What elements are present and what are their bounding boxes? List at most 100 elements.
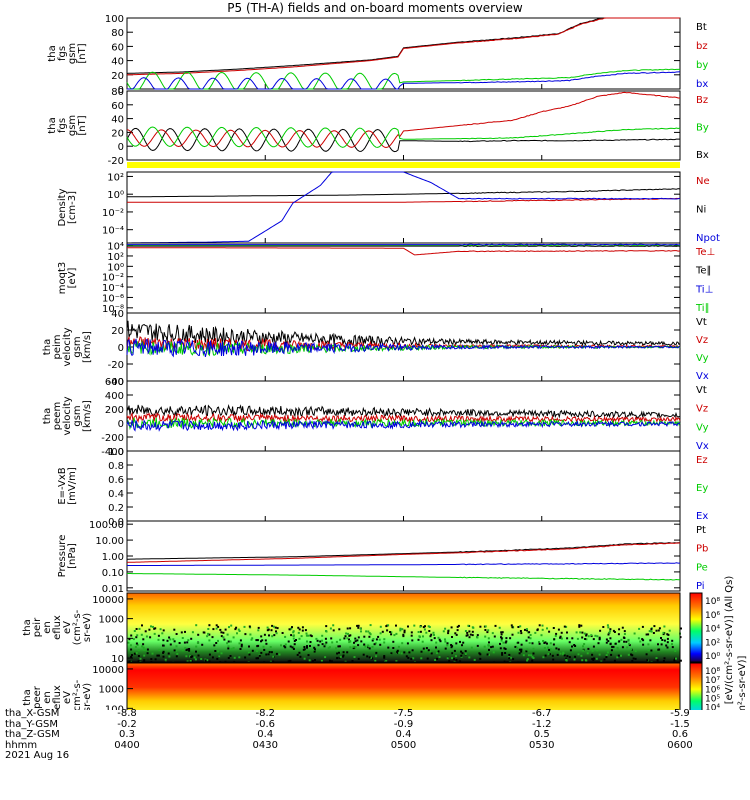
spectrogram-pixel bbox=[184, 630, 186, 633]
spectrogram-pixel bbox=[134, 646, 137, 648]
spectrogram-pixel bbox=[547, 646, 549, 649]
series-line-black bbox=[126, 320, 681, 347]
spectrogram-pixel bbox=[627, 638, 630, 641]
spectrogram-pixel bbox=[208, 639, 211, 642]
spectrogram-pixel bbox=[307, 654, 310, 657]
spectrogram-pixel bbox=[483, 645, 486, 648]
y-axis-label-line: peir bbox=[32, 617, 43, 637]
spectrogram-pixel bbox=[642, 639, 645, 642]
spectrogram-pixel bbox=[289, 659, 292, 662]
y-axis-label-line: Pressure bbox=[57, 535, 68, 578]
spectrogram-pixel bbox=[559, 636, 562, 639]
spectrogram-pixel bbox=[346, 627, 349, 630]
colorbar-tick-label: 10⁷ bbox=[705, 676, 720, 686]
y-tick-label: 10⁻⁶ bbox=[102, 293, 124, 304]
spectrogram-pixel bbox=[573, 658, 576, 661]
spectrogram-pixel bbox=[251, 637, 254, 640]
spectrogram-pixel bbox=[552, 627, 555, 629]
y-axis-label-line: eV bbox=[62, 691, 73, 704]
y-tick-label: 10 bbox=[111, 654, 124, 665]
spectrogram-pixel bbox=[371, 646, 374, 648]
y-axis-label: thapeemvelocitygsm[km/s] bbox=[42, 396, 93, 435]
y-axis-label-line: en bbox=[42, 621, 53, 634]
legend-Ti⊥: Ti⊥ bbox=[695, 284, 713, 295]
spectrogram-pixel bbox=[188, 649, 191, 652]
y-tick-label: 1.0 bbox=[108, 447, 124, 458]
panel-pressure: 0.01 0.10 1.00 10.00 100.00 Pressure[nPa] Pt Pb… bbox=[57, 520, 708, 595]
spectrogram-pixel bbox=[304, 629, 307, 632]
y-tick-label: 80 bbox=[111, 87, 124, 98]
spectrogram-pixel bbox=[250, 638, 253, 641]
spectrogram-pixel bbox=[652, 632, 655, 634]
y-axis-label-line: [km/s] bbox=[82, 331, 93, 363]
spectrogram-pixel bbox=[401, 642, 404, 645]
spectrogram-pixel bbox=[207, 628, 210, 630]
spectrogram-pixel bbox=[348, 641, 351, 644]
spectrogram-pixel bbox=[321, 643, 324, 646]
spectrogram-pixel bbox=[189, 660, 192, 662]
spectrogram-pixel bbox=[637, 637, 640, 640]
y-axis-label: Density[cm-3] bbox=[57, 188, 78, 226]
spectrogram-pixel bbox=[450, 626, 453, 629]
legend-Pe: Pe bbox=[696, 562, 708, 573]
series-line-black bbox=[126, 17, 680, 74]
series-line-red bbox=[126, 91, 680, 148]
spectrogram-pixel bbox=[488, 648, 490, 651]
spectrogram-pixel bbox=[456, 625, 459, 628]
spectrogram-pixel bbox=[203, 631, 206, 634]
footer-value: -0.6 bbox=[255, 718, 276, 730]
spectrogram-pixel bbox=[357, 624, 360, 627]
spectrogram-pixel bbox=[191, 660, 193, 663]
spectrogram-pixel bbox=[191, 631, 194, 634]
spectrogram-pixel bbox=[549, 648, 552, 651]
spectrogram-pixel bbox=[618, 628, 621, 631]
spectrogram-pixel bbox=[599, 629, 602, 632]
spectrogram-pixel bbox=[137, 655, 140, 657]
spectrogram-pixel bbox=[516, 646, 519, 649]
spectrogram-pixel bbox=[468, 630, 471, 633]
spectrogram-pixel bbox=[141, 645, 144, 648]
y-axis-label: moqt3[eV] bbox=[57, 262, 78, 295]
spectrogram-pixel bbox=[338, 628, 341, 631]
spectrogram-pixel bbox=[610, 653, 613, 656]
spectrogram-pixel bbox=[349, 646, 352, 649]
spectrogram-pixel bbox=[267, 628, 270, 631]
y-axis-label-line: eV bbox=[62, 621, 73, 634]
footer-row-label: tha_X-GSM bbox=[5, 708, 60, 719]
spectrogram-pixel bbox=[377, 635, 380, 638]
spectrogram-pixel bbox=[626, 646, 629, 649]
spectrogram-pixel bbox=[571, 645, 573, 648]
spectrogram-pixel bbox=[381, 630, 384, 633]
spectrogram-pixel bbox=[226, 642, 229, 645]
spectrogram-pixel bbox=[363, 635, 366, 638]
spectrogram-pixel bbox=[403, 651, 406, 654]
y-tick-label: 10⁴ bbox=[107, 242, 124, 253]
footer-value: -0.2 bbox=[117, 718, 137, 730]
series-line-green bbox=[126, 126, 681, 148]
spectrogram-pixel bbox=[368, 656, 371, 659]
y-axis-label-line: (cm²-s- bbox=[72, 679, 83, 710]
spectrogram-pixel bbox=[455, 655, 457, 658]
spectrogram-pixel bbox=[399, 627, 402, 630]
spectrogram-pixel bbox=[186, 641, 189, 644]
spectrogram-pixel bbox=[317, 644, 320, 647]
footer-value: 0400 bbox=[114, 739, 140, 751]
y-axis-label-line: peim bbox=[52, 334, 63, 359]
footer-value: 0.6 bbox=[672, 729, 688, 741]
panel-peem-vel: -400 -200 0 200 400 600 thapeemvelocitygsm[km/… bbox=[42, 377, 709, 458]
spectrogram-pixel bbox=[306, 646, 308, 649]
spectrogram-pixel bbox=[175, 655, 178, 658]
legend-Te⊥: Te⊥ bbox=[695, 247, 715, 258]
spectrogram-pixel bbox=[268, 651, 271, 654]
spectrogram-pixel bbox=[338, 651, 340, 654]
footer-value: 0.5 bbox=[533, 729, 550, 741]
y-tick-label: 0 bbox=[118, 142, 124, 153]
spectrogram-pixel bbox=[617, 654, 620, 657]
spectrogram-pixel bbox=[461, 644, 463, 647]
spectrogram-pixel bbox=[346, 637, 349, 640]
footer-value: 0600 bbox=[667, 739, 693, 751]
spectrogram-pixel bbox=[453, 649, 456, 652]
spectrogram-pixel bbox=[501, 631, 504, 634]
spectrogram-pixel bbox=[665, 644, 668, 647]
spectrogram-pixel bbox=[641, 625, 644, 628]
